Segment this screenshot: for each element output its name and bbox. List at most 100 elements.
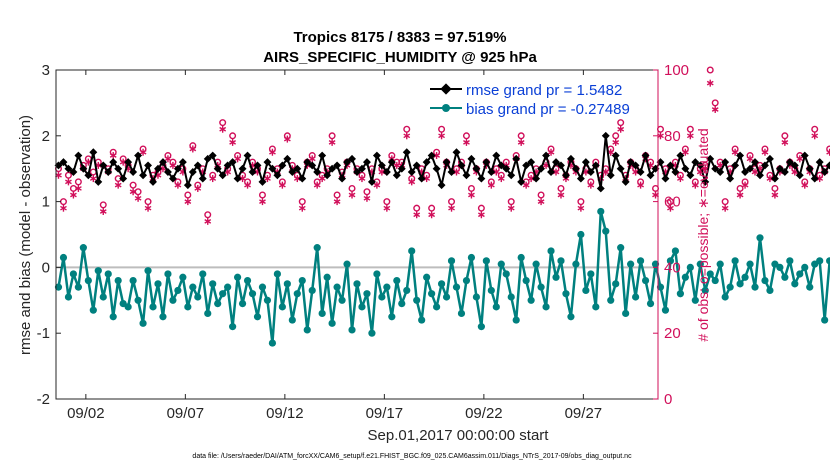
bias-point bbox=[537, 283, 545, 291]
bias-point bbox=[721, 293, 729, 301]
rmse-point bbox=[308, 161, 317, 170]
evaluated-obs-point bbox=[686, 132, 694, 140]
evaluated-obs-stroke bbox=[189, 146, 197, 152]
evaluated-obs-stroke bbox=[487, 182, 495, 188]
evaluated-obs-stroke bbox=[746, 156, 754, 162]
possible-obs-point bbox=[448, 198, 456, 206]
evaluated-obs-stroke bbox=[89, 176, 97, 181]
rmse-point bbox=[631, 161, 640, 170]
evaluated-obs-point bbox=[552, 168, 560, 176]
bias-point bbox=[691, 296, 699, 304]
rmse-point bbox=[114, 164, 123, 173]
evaluated-obs-stroke bbox=[507, 205, 515, 211]
rmse-point bbox=[193, 161, 202, 170]
rmse-point bbox=[467, 154, 476, 163]
evaluated-obs-stroke bbox=[204, 218, 212, 224]
evaluated-obs-stroke bbox=[676, 176, 684, 181]
evaluated-obs-stroke bbox=[731, 149, 739, 155]
evaluated-obs-stroke bbox=[741, 182, 749, 188]
evaluated-obs-point bbox=[408, 178, 416, 186]
bias-point bbox=[477, 323, 485, 331]
rmse-point bbox=[646, 171, 655, 180]
bias-point bbox=[482, 257, 490, 265]
possible-obs-point bbox=[557, 184, 565, 192]
bias-point bbox=[94, 267, 102, 275]
evaluated-obs-stroke bbox=[60, 205, 67, 211]
evaluated-obs-stroke bbox=[771, 192, 779, 198]
rmse-point bbox=[561, 171, 570, 180]
bias-point bbox=[144, 267, 152, 275]
evaluated-obs-point bbox=[174, 181, 182, 189]
evaluated-obs-stroke bbox=[234, 156, 241, 162]
evaluated-obs-stroke bbox=[816, 176, 824, 181]
evaluated-obs-stroke bbox=[751, 169, 759, 175]
evaluated-obs-point bbox=[219, 125, 227, 133]
bias-point bbox=[79, 244, 87, 252]
bias-point bbox=[542, 303, 550, 311]
evaluated-obs-stroke bbox=[537, 199, 545, 204]
bias-point bbox=[572, 260, 580, 268]
evaluated-obs-stroke bbox=[264, 176, 271, 181]
y-axis-label: rmse and bias (model - observation) bbox=[17, 115, 34, 355]
evaluated-obs-point bbox=[209, 175, 217, 183]
evaluated-obs-stroke bbox=[99, 209, 107, 214]
rmse-point bbox=[392, 171, 401, 180]
evaluated-obs-point bbox=[557, 191, 565, 199]
evaluated-obs-stroke bbox=[681, 149, 689, 155]
evaluated-obs-stroke bbox=[686, 133, 694, 139]
evaluated-obs-point bbox=[587, 181, 595, 189]
evaluated-obs-point bbox=[428, 211, 436, 219]
rmse-point bbox=[348, 154, 356, 163]
evaluated-obs-point bbox=[617, 125, 625, 133]
rmse-point bbox=[198, 174, 207, 183]
evaluated-obs-stroke bbox=[348, 192, 356, 198]
bias-point bbox=[248, 290, 257, 298]
evaluated-obs-stroke bbox=[781, 140, 789, 145]
evaluated-obs-stroke bbox=[298, 205, 306, 211]
rmse-point bbox=[407, 168, 416, 176]
legend-rmse-label: rmse grand pr = 1.5482 bbox=[466, 82, 622, 99]
bias-point bbox=[89, 306, 97, 314]
evaluated-obs-stroke bbox=[582, 169, 590, 175]
bias-point bbox=[104, 270, 112, 278]
bias-point bbox=[557, 257, 565, 265]
bias-point bbox=[467, 253, 476, 262]
rmse-point bbox=[716, 168, 725, 176]
y-tick-label-3: 1 bbox=[42, 194, 50, 211]
bias-point bbox=[313, 244, 321, 252]
rmse-point bbox=[621, 177, 630, 186]
bias-point bbox=[383, 283, 391, 291]
bias-point bbox=[338, 296, 346, 304]
bias-point bbox=[517, 253, 525, 262]
evaluated-obs-stroke bbox=[383, 205, 391, 211]
evaluated-obs-point bbox=[333, 198, 341, 206]
rmse-point bbox=[795, 171, 804, 180]
bias-point bbox=[129, 276, 137, 285]
plot-background bbox=[56, 70, 658, 399]
evaluated-obs-point bbox=[318, 175, 326, 183]
rmse-point bbox=[596, 184, 605, 193]
evaluated-obs-stroke bbox=[706, 80, 714, 86]
possible-obs-point bbox=[771, 184, 779, 192]
evaluated-obs-stroke bbox=[358, 176, 366, 181]
rmse-point bbox=[765, 154, 774, 163]
bias-point bbox=[711, 276, 719, 285]
evaluated-obs-stroke bbox=[169, 163, 177, 168]
rmse-point bbox=[790, 161, 799, 170]
evaluated-obs-point bbox=[766, 175, 774, 183]
rmse-point bbox=[377, 161, 386, 170]
x-tick-label-3: 09/17 bbox=[366, 405, 404, 422]
evaluated-obs-point bbox=[134, 194, 142, 202]
evaluated-obs-stroke bbox=[612, 140, 620, 145]
rmse-point bbox=[507, 171, 516, 180]
evaluated-obs-point bbox=[229, 138, 237, 146]
rmse-point bbox=[163, 168, 172, 176]
bias-point bbox=[457, 309, 466, 318]
bias-point bbox=[786, 257, 794, 265]
possible-obs-point bbox=[721, 198, 729, 206]
bias-point bbox=[796, 270, 804, 278]
bias-point bbox=[393, 276, 401, 285]
possible-obs-point bbox=[736, 184, 744, 192]
evaluated-obs-point bbox=[448, 204, 455, 212]
bias-point bbox=[651, 260, 660, 268]
